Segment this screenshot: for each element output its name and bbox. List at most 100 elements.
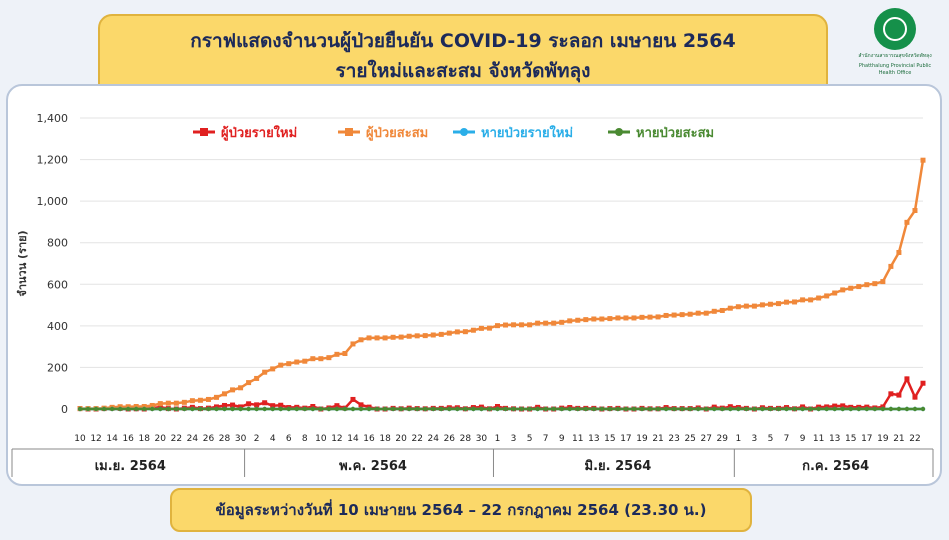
data-point <box>206 406 211 412</box>
data-point <box>623 315 629 321</box>
data-point <box>174 406 179 412</box>
y-axis-label: จำนวน (ราย) <box>16 230 29 296</box>
month-label: พ.ค. 2564 <box>339 459 407 474</box>
x-tick-label: 11 <box>572 434 583 444</box>
data-point <box>423 406 428 412</box>
data-point <box>479 406 484 412</box>
x-tick-label: 10 <box>74 434 86 444</box>
data-point <box>888 406 894 412</box>
x-tick-label: 21 <box>893 434 904 444</box>
data-point <box>270 406 275 412</box>
data-point <box>896 406 902 412</box>
data-point <box>270 403 276 409</box>
data-point <box>768 406 773 412</box>
data-point <box>503 322 509 328</box>
data-point <box>101 406 107 412</box>
data-point <box>575 406 580 412</box>
data-point <box>198 406 203 412</box>
x-tick-label: 5 <box>527 434 533 444</box>
data-point <box>447 406 452 412</box>
x-tick-label: 6 <box>286 434 292 444</box>
legend-entry: หายป่วยรายใหม่ <box>481 124 573 141</box>
data-point <box>840 403 846 409</box>
data-point <box>591 316 597 322</box>
provincial-health-logo: สำนักงานสาธารณสุขจังหวัดพัทลุง Phatthalu… <box>852 8 938 78</box>
data-point <box>109 406 115 412</box>
data-point <box>294 406 299 412</box>
legend-marker <box>200 128 208 136</box>
x-tick-label: 22 <box>411 434 422 444</box>
data-point <box>912 394 918 400</box>
x-tick-label: 7 <box>543 434 549 444</box>
x-tick-label: 19 <box>877 434 889 444</box>
data-point <box>647 314 653 320</box>
data-point <box>455 406 460 412</box>
x-tick-label: 22 <box>171 434 182 444</box>
data-point <box>213 394 219 400</box>
data-point <box>631 315 637 321</box>
data-point <box>647 406 653 412</box>
month-label: เม.ย. 2564 <box>95 459 166 474</box>
data-point <box>262 369 268 375</box>
data-point <box>912 406 918 412</box>
data-point <box>840 406 845 412</box>
data-point <box>848 285 854 291</box>
data-point <box>246 401 252 407</box>
data-point <box>720 406 725 412</box>
data-point <box>133 404 139 410</box>
data-point <box>808 297 814 303</box>
data-point <box>278 406 283 412</box>
x-tick-label: 8 <box>302 434 308 444</box>
date-range-banner: ข้อมูลระหว่างวันที่ 10 เมษายน 2564 – 22 … <box>170 488 752 532</box>
data-point <box>920 406 926 412</box>
data-point <box>222 406 227 412</box>
line-chart: 0 200 400 600 800 1,000 1,200 1,400 จำนวน (ราย) 1… <box>11 112 934 477</box>
data-point <box>808 406 813 412</box>
data-point <box>93 406 99 412</box>
y-tick-label: 800 <box>47 237 68 250</box>
data-point <box>856 406 861 412</box>
data-point <box>695 310 701 316</box>
x-tick-label: 22 <box>909 434 920 444</box>
data-point <box>751 303 757 309</box>
data-point <box>872 406 878 412</box>
legend-entry: หายป่วยสะสม <box>636 126 714 141</box>
data-point <box>744 406 749 412</box>
data-point <box>390 406 396 412</box>
data-point <box>254 402 260 408</box>
data-point <box>784 406 789 412</box>
data-point <box>205 396 211 402</box>
data-point <box>382 335 388 341</box>
data-point <box>559 406 564 412</box>
x-tick-label: 20 <box>155 434 167 444</box>
legend-entry: ผู้ป่วยรายใหม่ <box>221 124 297 141</box>
x-tick-label: 7 <box>784 434 790 444</box>
data-point <box>663 312 669 318</box>
x-tick-label: 21 <box>652 434 663 444</box>
data-point <box>390 334 396 340</box>
health-seal-icon <box>874 8 916 50</box>
data-point <box>334 403 340 409</box>
data-point <box>551 320 557 326</box>
x-tick-label: 26 <box>203 434 215 444</box>
data-point <box>286 406 291 412</box>
x-tick-label: 14 <box>347 434 359 444</box>
data-point <box>230 402 236 408</box>
data-point <box>310 406 316 412</box>
data-point <box>197 397 203 403</box>
data-point <box>832 290 838 296</box>
x-tick-label: 26 <box>444 434 456 444</box>
data-point <box>519 406 524 412</box>
data-point <box>511 322 517 328</box>
data-point <box>182 406 187 412</box>
data-point <box>687 406 693 412</box>
month-label: ก.ค. 2564 <box>802 459 869 474</box>
data-point <box>535 406 540 412</box>
data-point <box>559 319 565 325</box>
data-point <box>366 406 372 412</box>
x-tick-label: 10 <box>315 434 327 444</box>
data-point <box>374 406 380 412</box>
data-point <box>583 317 589 323</box>
data-point <box>752 406 757 412</box>
data-point <box>567 318 573 324</box>
